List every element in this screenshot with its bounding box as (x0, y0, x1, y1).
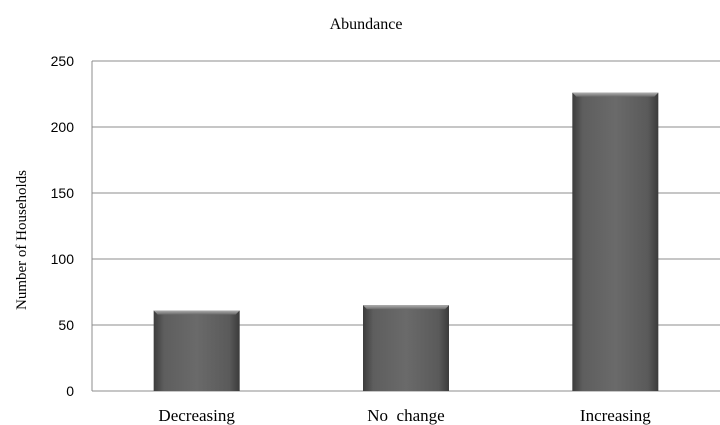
y-tick-label: 150 (51, 185, 75, 201)
bar-body (363, 305, 449, 391)
y-tick-label: 100 (51, 251, 75, 267)
y-tick-label: 200 (51, 119, 75, 135)
bar-1 (363, 305, 449, 391)
bar-body (572, 92, 659, 392)
y-axis-label: Number of Households (14, 170, 30, 310)
y-axis-ticks: 0 50 100 150 200 250 (51, 53, 75, 399)
x-axis-ticks: Decreasing No change Increasing (158, 406, 651, 425)
x-tick-label: Decreasing (158, 406, 235, 425)
bar-cap (572, 92, 659, 97)
bar-cap (363, 305, 449, 310)
chart-title: Abundance (330, 16, 403, 33)
y-tick-label: 50 (58, 317, 74, 333)
bar-2 (572, 92, 659, 392)
bar-body (153, 310, 240, 391)
x-tick-label: Increasing (580, 406, 651, 425)
y-tick-label: 0 (66, 383, 74, 399)
bars (153, 92, 659, 392)
y-tick-label: 250 (51, 53, 75, 69)
x-tick-label: No change (367, 406, 444, 425)
bar-cap (153, 310, 240, 315)
bar-0 (153, 310, 240, 391)
